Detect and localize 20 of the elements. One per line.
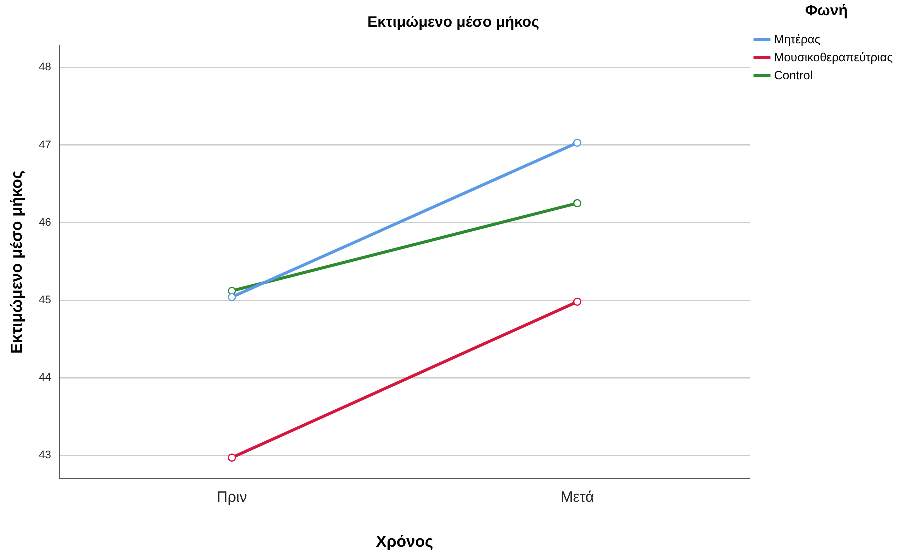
legend-label: Μουσικοθεραπεύτριας: [774, 50, 894, 64]
y-tick-label: 43: [39, 450, 52, 462]
chart-title: Εκτιμώμενο μέσο μήκος: [368, 14, 540, 32]
y-tick-label: 45: [39, 294, 52, 306]
point: [573, 138, 582, 148]
y-tick-label: 44: [39, 372, 52, 384]
point: [228, 293, 236, 302]
x-tick-label: Μετά: [560, 488, 595, 506]
y-tick-label: 47: [39, 139, 52, 152]
y-tick-label: 46: [39, 216, 52, 229]
point: [573, 199, 582, 208]
legend-label: Control: [774, 68, 813, 82]
legend-label: Μητέρας: [774, 32, 821, 46]
y-tick-label: 48: [39, 62, 52, 74]
legend-title: Φωνή: [805, 2, 848, 20]
y-axis-title: Εκτιμώμενο μέσο μήκος: [9, 170, 26, 354]
point: [573, 298, 582, 306]
x-tick-label: Πριν: [217, 488, 248, 506]
point: [228, 454, 236, 462]
x-axis-title: Χρόνος: [376, 534, 434, 551]
